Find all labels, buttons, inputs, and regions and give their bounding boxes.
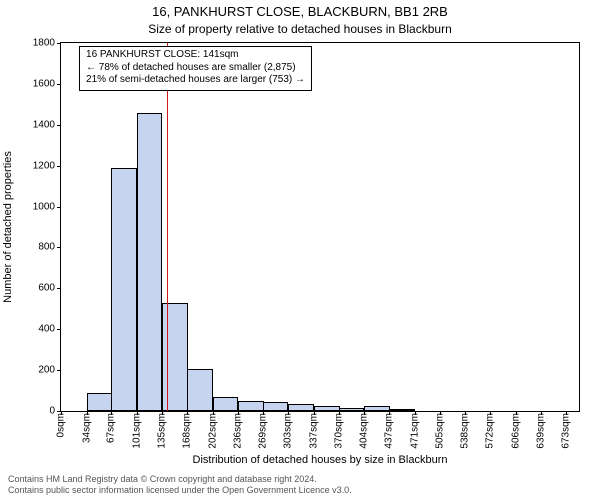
- y-tick-mark: [57, 370, 61, 371]
- y-tick-label: 0: [49, 406, 55, 417]
- x-tick-label: 505sqm: [435, 413, 446, 449]
- x-tick-label: 538sqm: [459, 413, 470, 449]
- histogram-bar: [314, 406, 340, 411]
- annotation-box: 16 PANKHURST CLOSE: 141sqm← 78% of detac…: [79, 46, 312, 91]
- reference-line: [167, 43, 168, 411]
- histogram-bar: [288, 404, 314, 411]
- credit-text: Contains HM Land Registry data © Crown c…: [8, 474, 588, 497]
- y-tick-label: 1600: [33, 78, 55, 89]
- annotation-line: ← 78% of detached houses are smaller (2,…: [86, 62, 305, 75]
- credit-line-2: Contains public sector information licen…: [8, 485, 352, 495]
- y-tick-mark: [57, 207, 61, 208]
- y-tick-label: 1800: [33, 38, 55, 49]
- x-tick-label: 572sqm: [485, 413, 496, 449]
- x-tick-label: 303sqm: [283, 413, 294, 449]
- y-tick-mark: [57, 288, 61, 289]
- histogram-bar: [339, 408, 365, 411]
- x-tick-label: 370sqm: [333, 413, 344, 449]
- plot-area: 0200400600800100012001400160018000sqm34s…: [60, 42, 580, 412]
- annotation-line: 16 PANKHURST CLOSE: 141sqm: [86, 49, 305, 62]
- y-tick-label: 1000: [33, 201, 55, 212]
- histogram-bar: [111, 168, 137, 411]
- y-tick-mark: [57, 125, 61, 126]
- y-tick-mark: [57, 247, 61, 248]
- x-tick-label: 471sqm: [409, 413, 420, 449]
- y-tick-label: 1400: [33, 119, 55, 130]
- histogram-bar: [137, 113, 163, 411]
- x-tick-label: 437sqm: [384, 413, 395, 449]
- histogram-bar: [187, 369, 213, 411]
- x-tick-label: 0sqm: [56, 413, 67, 437]
- x-tick-label: 404sqm: [359, 413, 370, 449]
- x-tick-label: 135sqm: [157, 413, 168, 449]
- chart-title-sub: Size of property relative to detached ho…: [0, 22, 600, 36]
- x-tick-label: 639sqm: [535, 413, 546, 449]
- y-tick-label: 400: [38, 324, 55, 335]
- x-tick-label: 236sqm: [233, 413, 244, 449]
- x-tick-label: 101sqm: [131, 413, 142, 449]
- histogram-bar: [213, 397, 239, 411]
- histogram-bar: [389, 409, 415, 411]
- y-tick-label: 600: [38, 283, 55, 294]
- x-tick-label: 269sqm: [257, 413, 268, 449]
- x-tick-label: 202sqm: [207, 413, 218, 449]
- histogram-bar: [263, 402, 289, 411]
- x-tick-label: 606sqm: [510, 413, 521, 449]
- y-tick-mark: [57, 43, 61, 44]
- y-axis-label: Number of detached properties: [2, 42, 16, 412]
- x-tick-label: 34sqm: [81, 413, 92, 443]
- histogram-bar: [364, 406, 390, 411]
- annotation-line: 21% of semi-detached houses are larger (…: [86, 74, 305, 87]
- credit-line-1: Contains HM Land Registry data © Crown c…: [8, 474, 317, 484]
- y-tick-mark: [57, 329, 61, 330]
- x-tick-label: 337sqm: [308, 413, 319, 449]
- y-tick-label: 800: [38, 242, 55, 253]
- y-tick-mark: [57, 84, 61, 85]
- x-axis-label: Distribution of detached houses by size …: [60, 454, 580, 466]
- y-tick-label: 200: [38, 365, 55, 376]
- x-tick-label: 168sqm: [182, 413, 193, 449]
- x-tick-label: 673sqm: [561, 413, 572, 449]
- histogram-bar: [87, 393, 113, 411]
- chart-title-main: 16, PANKHURST CLOSE, BLACKBURN, BB1 2RB: [0, 4, 600, 19]
- histogram-bar: [238, 401, 264, 411]
- y-tick-mark: [57, 166, 61, 167]
- x-tick-label: 67sqm: [106, 413, 117, 443]
- y-tick-label: 1200: [33, 160, 55, 171]
